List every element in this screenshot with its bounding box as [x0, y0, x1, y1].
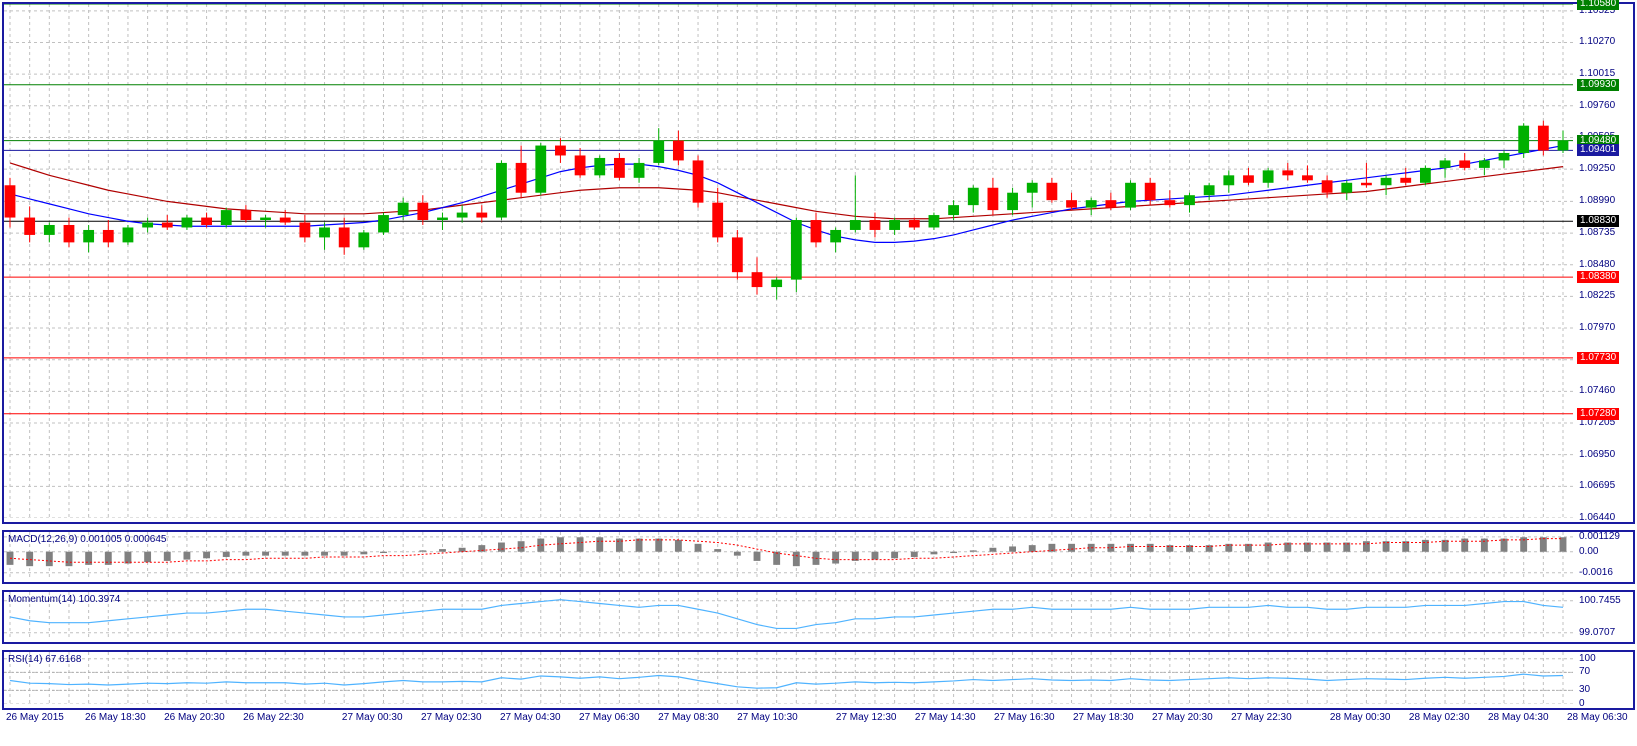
price-ytick: 1.08735	[1579, 227, 1615, 238]
indicator-ytick: 0.001129	[1579, 531, 1620, 542]
time-tick: 28 May 00:30	[1330, 712, 1391, 723]
indicator-ytick: 100	[1579, 653, 1596, 664]
time-tick: 27 May 00:30	[342, 712, 403, 723]
rsi-label: RSI(14) 67.6168	[8, 654, 81, 665]
price-ytick: 1.09760	[1579, 100, 1615, 111]
time-tick: 28 May 04:30	[1488, 712, 1549, 723]
macd-label: MACD(12,26,9) 0.001005 0.000645	[8, 534, 166, 545]
momentum-label: Momentum(14) 100.3974	[8, 594, 120, 605]
price-ytick: 1.10270	[1579, 36, 1615, 47]
macd-panel[interactable]: MACD(12,26,9) 0.001005 0.000645 0.001129…	[2, 530, 1635, 584]
momentum-plot-area[interactable]	[4, 592, 1577, 642]
indicator-ytick: 0.00	[1579, 546, 1598, 557]
time-tick: 27 May 04:30	[500, 712, 561, 723]
price-level-tag: 1.08380	[1577, 271, 1619, 283]
rsi-plot-area[interactable]	[4, 652, 1577, 708]
price-ytick: 1.06950	[1579, 449, 1615, 460]
time-tick: 27 May 18:30	[1073, 712, 1134, 723]
price-ytick: 1.08990	[1579, 195, 1615, 206]
time-tick: 28 May 02:30	[1409, 712, 1470, 723]
price-yaxis: 1.105251.102701.100151.097601.095051.092…	[1577, 4, 1633, 522]
time-tick: 27 May 08:30	[658, 712, 719, 723]
price-level-tag: 1.09401	[1577, 144, 1619, 156]
price-ytick: 1.06695	[1579, 480, 1615, 491]
price-level-tag: 1.09930	[1577, 79, 1619, 91]
time-tick: 28 May 06:30	[1567, 712, 1628, 723]
price-ytick: 1.06440	[1579, 512, 1615, 523]
time-axis: 26 May 2015 26 May 18:30 26 May 20:30 26 Ma…	[2, 712, 1635, 742]
price-ytick: 1.07460	[1579, 385, 1615, 396]
price-chart-panel[interactable]: 1.105251.102701.100151.097601.095051.092…	[2, 2, 1635, 524]
price-level-tag: 1.07280	[1577, 408, 1619, 420]
indicator-ytick: -0.0016	[1579, 567, 1613, 578]
time-tick: 27 May 14:30	[915, 712, 976, 723]
price-level-tag: 1.07730	[1577, 352, 1619, 364]
momentum-panel[interactable]: Momentum(14) 100.3974 100.7455 99.0707	[2, 590, 1635, 644]
time-tick: 26 May 2015	[6, 712, 64, 723]
time-tick: 26 May 18:30	[85, 712, 146, 723]
price-ytick: 1.09250	[1579, 163, 1615, 174]
macd-yaxis: 0.001129 0.00 -0.0016	[1577, 532, 1633, 582]
macd-plot-area[interactable]	[4, 532, 1577, 582]
price-ytick: 1.08480	[1579, 259, 1615, 270]
time-tick: 26 May 20:30	[164, 712, 225, 723]
time-tick: 27 May 20:30	[1152, 712, 1213, 723]
price-ytick: 1.10015	[1579, 68, 1615, 79]
time-tick: 27 May 06:30	[579, 712, 640, 723]
indicator-ytick: 100.7455	[1579, 595, 1621, 606]
time-tick: 27 May 10:30	[737, 712, 798, 723]
price-ytick: 1.07970	[1579, 322, 1615, 333]
time-tick: 27 May 02:30	[421, 712, 482, 723]
trading-chart-window: 1.105251.102701.100151.097601.095051.092…	[0, 0, 1637, 746]
price-level-tag: 1.10580	[1577, 0, 1619, 10]
rsi-yaxis: 100 70 30 0	[1577, 652, 1633, 708]
indicator-ytick: 0	[1579, 698, 1585, 709]
rsi-panel[interactable]: RSI(14) 67.6168 100 70 30 0	[2, 650, 1635, 710]
time-tick: 27 May 16:30	[994, 712, 1055, 723]
price-level-tag: 1.08830	[1577, 215, 1619, 227]
momentum-yaxis: 100.7455 99.0707	[1577, 592, 1633, 642]
price-ytick: 1.08225	[1579, 290, 1615, 301]
indicator-ytick: 70	[1579, 666, 1590, 677]
time-tick: 27 May 12:30	[836, 712, 897, 723]
price-plot-area[interactable]	[4, 4, 1577, 522]
indicator-ytick: 30	[1579, 684, 1590, 695]
indicator-ytick: 99.0707	[1579, 627, 1615, 638]
time-tick: 26 May 22:30	[243, 712, 304, 723]
time-tick: 27 May 22:30	[1231, 712, 1292, 723]
